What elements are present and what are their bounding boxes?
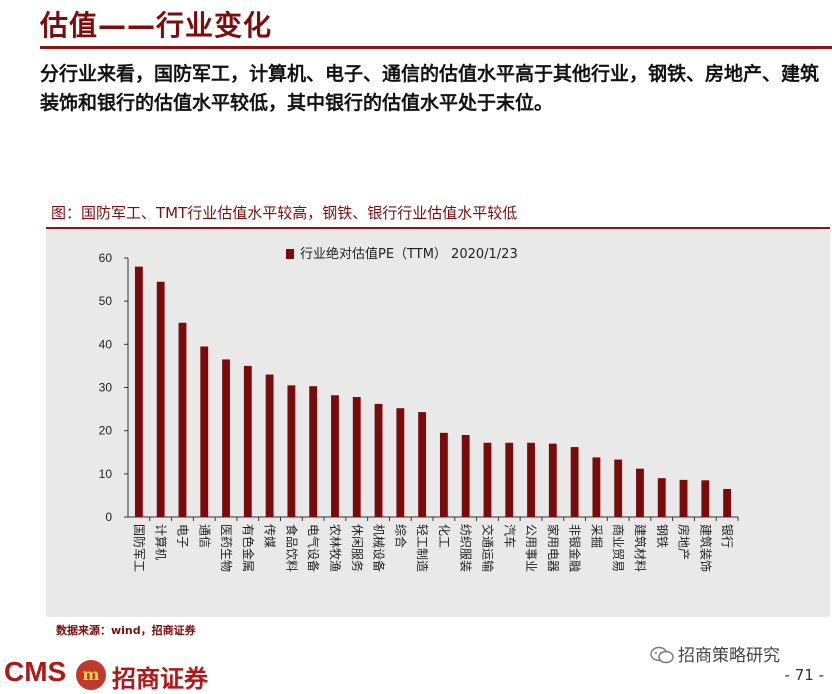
bar [505, 442, 514, 517]
bar [723, 488, 732, 517]
x-tick-label: 国防军工 [132, 524, 147, 572]
bar [461, 434, 470, 517]
x-tick-label: 电气设备 [306, 524, 321, 572]
bar [679, 479, 688, 517]
bar [352, 396, 361, 517]
summary-text: 分行业来看，国防军工，计算机、电子、通信的估值水平高于其他行业，钢铁、房地产、建… [40, 63, 820, 114]
x-tick-label: 休闲服务 [350, 524, 365, 572]
bar [657, 478, 666, 517]
x-tick-label: 食品饮料 [284, 524, 299, 572]
y-tick-label: 0 [105, 510, 112, 524]
bar [222, 359, 230, 517]
bar [178, 322, 187, 517]
bar [396, 408, 405, 517]
y-tick-label: 30 [99, 381, 113, 395]
bar [134, 266, 143, 517]
title-divider [40, 46, 832, 49]
figure-title: 图：国防军工、TMT行业估值水平较高，钢铁、银行行业估值水平较低 [46, 200, 830, 229]
x-tick-label: 轻工制造 [415, 524, 429, 572]
bar-chart: 0 10 20 30 40 50 60 国防军工 计算机 电子 通信 医药生物 有色金属 传媒 食品饮料 电气… [99, 246, 739, 572]
bar [265, 374, 274, 517]
bar [200, 346, 209, 517]
y-tick-label: 50 [99, 294, 113, 308]
x-tick-label: 农林牧渔 [328, 524, 342, 572]
x-tick-label: 公用事业 [524, 524, 538, 572]
x-tick-label: 电子 [175, 524, 189, 548]
bar [309, 386, 318, 517]
bar [570, 447, 579, 517]
footer: CMS m 招商证券 招商策略研究 - 71 - [0, 646, 832, 693]
x-tick-label: 建筑装饰 [698, 524, 713, 572]
x-tick-label: 交通运输 [480, 524, 495, 572]
wechat-account: 招商策略研究 [650, 641, 780, 666]
x-tick-label: 商业贸易 [611, 524, 626, 572]
y-tick-label: 40 [99, 337, 113, 351]
bar [548, 443, 557, 517]
x-tick-label: 通信 [197, 524, 211, 548]
bar [636, 468, 644, 517]
bar [331, 395, 339, 517]
x-tick-label: 采掘 [589, 524, 604, 548]
bar [243, 365, 252, 517]
x-tick-label: 医药生物 [219, 524, 233, 572]
bar [287, 385, 296, 517]
legend-swatch [286, 249, 294, 259]
x-tick-label: 银行 [720, 524, 734, 548]
x-tick-label: 汽车 [502, 524, 517, 548]
x-tick-label: 非银金融 [568, 524, 583, 572]
x-tick-label: 房地产 [677, 524, 692, 560]
bar [156, 281, 165, 517]
x-tick-label: 化工 [437, 524, 451, 548]
bar [439, 432, 448, 517]
page-number: - 71 - [784, 666, 824, 684]
x-tick-label: 纺织服装 [459, 524, 473, 572]
wechat-name: 招商策略研究 [678, 646, 780, 666]
page-title: 估值——行业变化 [40, 9, 273, 42]
wechat-icon [650, 646, 674, 664]
y-tick-label: 20 [99, 424, 113, 438]
brand-logo-text: CMS [4, 656, 67, 687]
brand-logo-icon: m [76, 660, 106, 690]
legend-label: 行业绝对估值PE（TTM） 2020/1/23 [300, 246, 518, 262]
brand-name: 招商证券 [112, 665, 208, 693]
y-tick-label: 10 [99, 467, 113, 481]
bar [418, 412, 427, 517]
x-tick-label: 建筑材料 [633, 524, 648, 572]
x-tick-label: 综合 [393, 524, 408, 548]
y-tick-label: 60 [99, 251, 113, 265]
bar [592, 457, 601, 517]
x-tick-label: 计算机 [154, 524, 169, 560]
x-tick-label: 有色金属 [241, 524, 256, 572]
bar [527, 442, 535, 517]
x-tick-label: 传媒 [263, 524, 278, 548]
x-tick-label: 家用电器 [546, 524, 561, 572]
bar [483, 442, 492, 517]
bar [701, 480, 710, 517]
bar [374, 403, 383, 517]
x-tick-label: 钢铁 [655, 524, 669, 548]
x-tick-label: 机械设备 [372, 524, 387, 572]
bar [614, 459, 623, 517]
data-source: 数据来源：wind，招商证券 [56, 624, 196, 637]
chart-figure: 0 10 20 30 40 50 60 国防军工 计算机 电子 通信 医药生物 有色金属 传媒 食品饮料 电气… [46, 200, 830, 617]
